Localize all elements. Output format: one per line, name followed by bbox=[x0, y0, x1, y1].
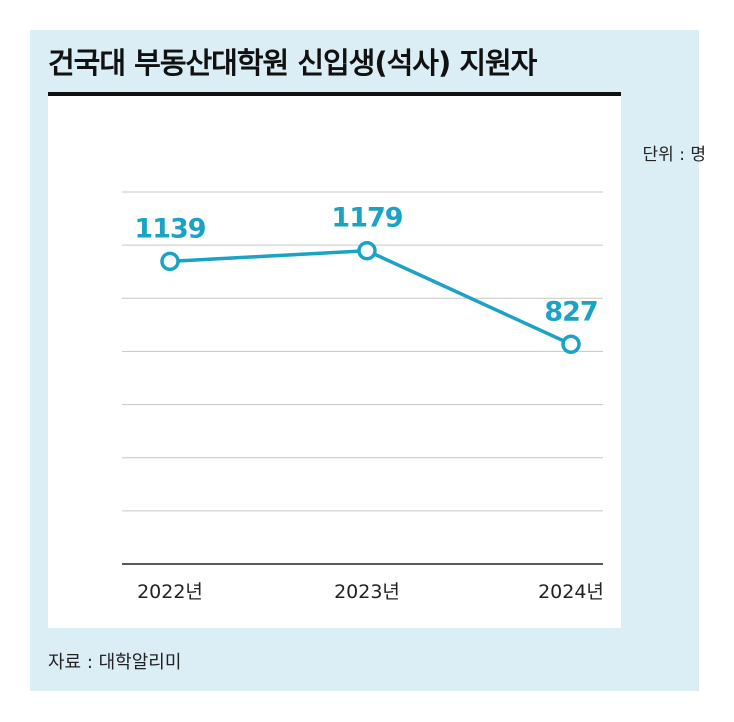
data-point bbox=[357, 240, 377, 261]
source-note: 자료 : 대학알리미 bbox=[48, 652, 182, 673]
x-tick-label: 2022년 bbox=[137, 581, 203, 603]
data-label: 827 bbox=[544, 296, 597, 327]
data-label: 1179 bbox=[331, 203, 402, 234]
series-line bbox=[169, 248, 572, 346]
data-point bbox=[160, 251, 180, 272]
x-tick-label: 2023년 bbox=[334, 581, 400, 603]
chart-title: 건국대 부동산대학원 신입생(석사) 지원자 bbox=[48, 46, 537, 80]
x-tick-label: 2024년 bbox=[538, 581, 604, 603]
title-underline bbox=[48, 92, 621, 96]
data-label: 1139 bbox=[134, 213, 205, 244]
data-point bbox=[561, 334, 581, 355]
chart-card bbox=[48, 96, 621, 628]
unit-label: 단위 : 명 bbox=[642, 145, 706, 165]
